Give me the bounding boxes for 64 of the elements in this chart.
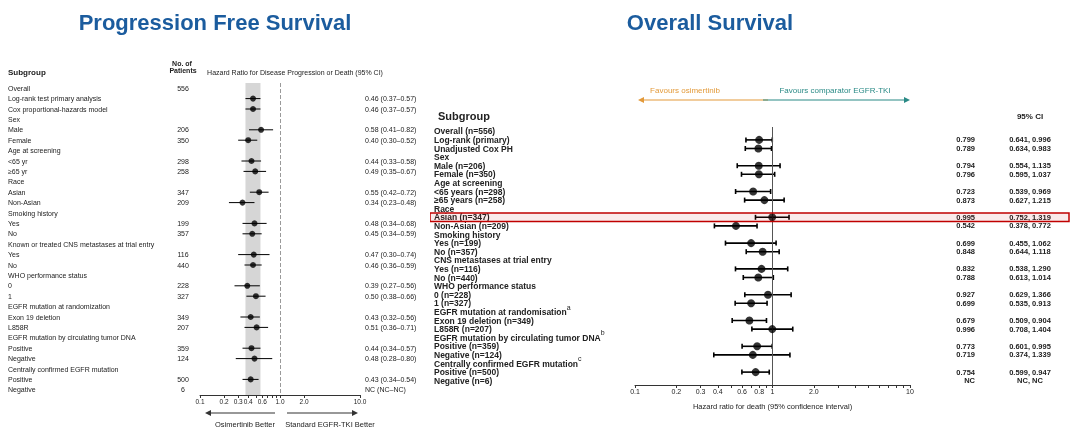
y-tick-label: Asian (n=347) [434,212,490,223]
point [252,293,259,300]
point [249,230,256,237]
y-tick-label: Non-Asian (n=209) [434,220,510,231]
text: Subgroup [8,67,46,77]
y-tick-label: Sex [434,152,450,163]
y-tick-label: L858R (n=207) [434,324,493,335]
point [754,273,763,282]
y-tick-label: 0 (n=228) [434,289,472,300]
y-tick-label: Overall (n=556) [434,126,496,137]
y-tick-label: No (n=440) [434,272,478,283]
point [252,168,259,175]
point [248,158,255,164]
point [754,161,763,170]
point [247,314,254,320]
y-tick-label: Positive (n=359) [434,341,500,352]
point [251,355,258,362]
point [757,264,766,273]
point [760,196,769,205]
point [256,189,263,196]
y-tick-label: Age at screening [434,177,503,188]
chart-title: Progression Free Survival [78,9,352,35]
point [250,95,257,102]
point [754,170,763,179]
point [245,137,252,144]
point [751,368,760,377]
point [244,282,251,289]
point [250,251,257,258]
point [755,135,764,144]
text: 95% CI [1016,111,1044,121]
point [247,376,254,383]
y-tick-label: 1 (n=327) [434,298,472,309]
point [758,247,767,256]
point [749,187,758,196]
point [250,106,257,112]
y-tick-label: Male (n=206) [434,160,486,171]
text: Favours comparator EGFR-TKI [779,85,891,95]
y-tick-label: Race [434,203,455,214]
y-tick-label: Unadjusted Cox PH [434,143,513,154]
y-tick-label: Yes (n=116) [434,263,481,274]
y-tick-label: CNS metastases at trial entry [434,255,552,266]
point [768,213,777,222]
y-tick-label: No (n=357) [434,246,478,257]
y-tick-label: <65 years (n=298) [434,186,506,197]
point [239,199,246,206]
point [248,345,255,352]
point [258,126,265,133]
point [753,342,762,351]
point [763,290,772,299]
point [747,299,756,308]
point [748,350,757,359]
y-tick-label: Negative (n=6) [434,375,493,386]
text: Favours osimertinib [650,85,721,95]
y-tick-label: Smoking history [434,229,501,240]
point [768,325,777,334]
chart-title: Overall Survival [626,9,794,35]
point [253,324,260,331]
point [745,316,754,325]
y-tick-label: Exon 19 deletion (n=349) [434,315,535,326]
text: Subgroup [438,110,491,122]
point [754,144,763,153]
y-tick-label: Female (n=350) [434,169,496,180]
point [747,239,756,248]
point [250,262,257,268]
